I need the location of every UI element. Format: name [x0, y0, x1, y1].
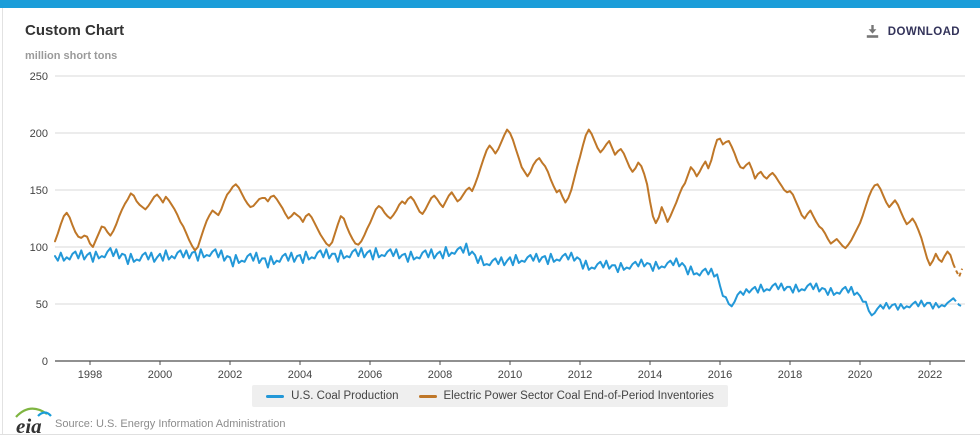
x-tick-label: 2006 — [358, 369, 382, 381]
x-tick-label: 2010 — [498, 369, 522, 381]
y-tick-label: 150 — [30, 185, 48, 197]
x-tick-label: 2018 — [778, 369, 802, 381]
series-line-forecast-1 — [952, 263, 964, 280]
eia-logo[interactable]: eia — [12, 406, 56, 435]
y-tick-label: 100 — [30, 242, 48, 254]
y-tick-label: 0 — [42, 356, 48, 368]
series-line-0 — [54, 242, 955, 317]
x-tick-label: 2004 — [288, 369, 312, 381]
x-tick-label: 1998 — [78, 369, 102, 381]
download-button[interactable]: DOWNLOAD — [865, 24, 960, 39]
x-tick-label: 2016 — [708, 369, 732, 381]
legend-swatch-coal-production — [266, 394, 285, 398]
download-icon — [865, 24, 880, 39]
download-label: DOWNLOAD — [887, 25, 960, 38]
source-attribution: Source: U.S. Energy Information Administ… — [55, 418, 286, 430]
legend-item-coal-production[interactable]: U.S. Coal Production — [266, 390, 399, 402]
chart-legend: U.S. Coal Production Electric Power Sect… — [0, 385, 980, 407]
legend-item-inventories[interactable]: Electric Power Sector Coal End-of-Period… — [418, 390, 714, 402]
x-tick-label: 2020 — [848, 369, 872, 381]
chart-legend-box: U.S. Coal Production Electric Power Sect… — [252, 385, 728, 407]
series-line-1 — [54, 128, 955, 267]
page-left-edge — [2, 8, 3, 435]
legend-label-coal-production: U.S. Coal Production — [291, 390, 399, 402]
chart-plot-area[interactable]: 0 50 100 150 200 250 1998 2000 2002 2004 2006 2008 2… — [0, 55, 980, 383]
y-tick-label: 50 — [36, 299, 48, 311]
svg-text:eia: eia — [16, 414, 42, 435]
x-tick-label: 2000 — [148, 369, 172, 381]
x-tick-label: 2012 — [568, 369, 592, 381]
legend-swatch-inventories — [418, 394, 437, 398]
page-top-bar — [0, 0, 980, 8]
series-line-forecast-0 — [952, 297, 963, 308]
x-tick-label: 2002 — [218, 369, 242, 381]
x-tick-label: 2008 — [428, 369, 452, 381]
y-tick-label: 250 — [30, 71, 48, 83]
x-tick-label: 2014 — [638, 369, 662, 381]
x-tick-label: 2022 — [918, 369, 942, 381]
y-tick-label: 200 — [30, 128, 48, 140]
legend-label-inventories: Electric Power Sector Coal End-of-Period… — [443, 390, 714, 402]
page-title: Custom Chart — [25, 22, 125, 39]
chart-units-label: million short tons — [25, 50, 118, 62]
